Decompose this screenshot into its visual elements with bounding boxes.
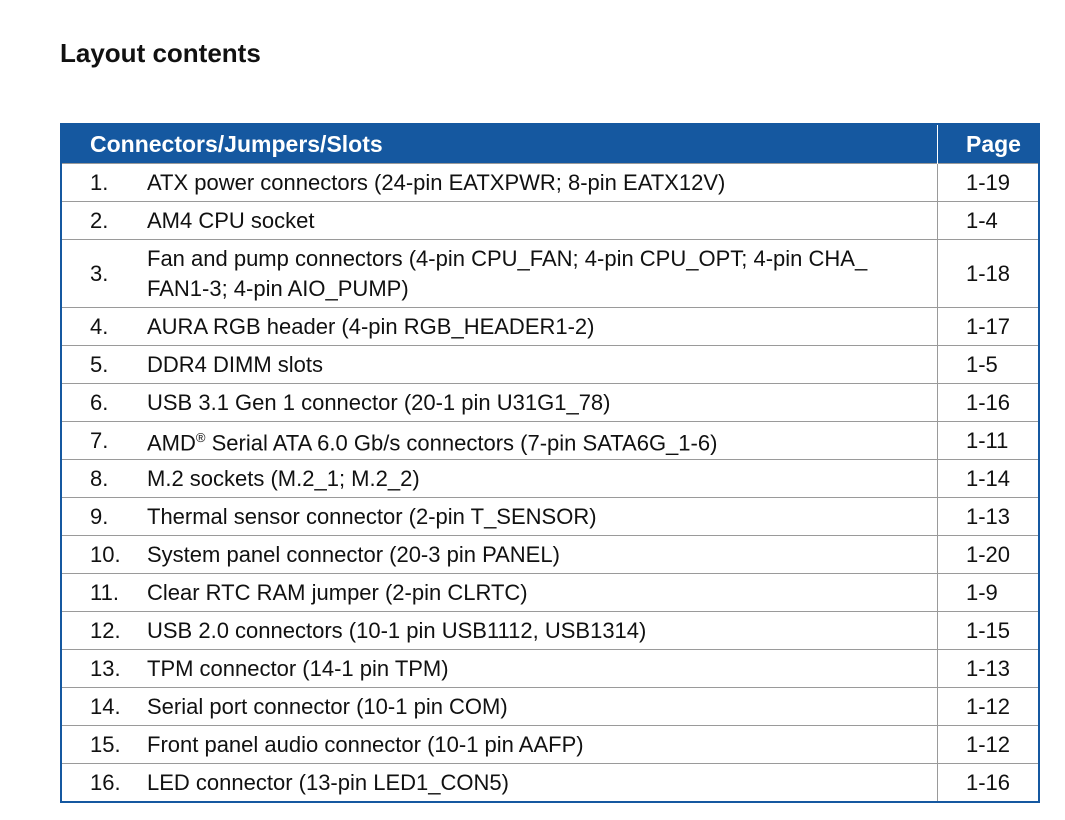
- row-page: 1-12: [937, 687, 1039, 726]
- row-page: 1-15: [937, 611, 1039, 650]
- table-row: 7. AMD® Serial ATA 6.0 Gb/s connectors (7…: [61, 421, 1039, 460]
- row-description: Front panel audio connector (10-1 pin AA…: [147, 725, 938, 764]
- row-description: Fan and pump connectors (4-pin CPU_FAN; …: [147, 239, 938, 308]
- row-number: 1.: [61, 163, 147, 202]
- header-connectors: Connectors/Jumpers/Slots: [61, 124, 938, 164]
- row-description: USB 3.1 Gen 1 connector (20-1 pin U31G1_…: [147, 383, 938, 422]
- row-description: M.2 sockets (M.2_1; M.2_2): [147, 459, 938, 498]
- row-description: Clear RTC RAM jumper (2-pin CLRTC): [147, 573, 938, 612]
- row-page: 1-20: [937, 535, 1039, 574]
- table-row: 1. ATX power connectors (24-pin EATXPWR; …: [61, 163, 1039, 202]
- table-row: 10. System panel connector (20-3 pin PANE…: [61, 535, 1039, 574]
- row-description: DDR4 DIMM slots: [147, 345, 938, 384]
- row-number: 14.: [61, 687, 147, 726]
- row-page: 1-19: [937, 163, 1039, 202]
- table-row: 11. Clear RTC RAM jumper (2-pin CLRTC) 1-9: [61, 573, 1039, 612]
- row-number: 10.: [61, 535, 147, 574]
- row-page: 1-13: [937, 649, 1039, 688]
- table-row: 3. Fan and pump connectors (4-pin CPU_FAN…: [61, 239, 1039, 308]
- row-number: 4.: [61, 307, 147, 346]
- row-number: 2.: [61, 201, 147, 240]
- table-row: 4. AURA RGB header (4-pin RGB_HEADER1-2) 1…: [61, 307, 1039, 346]
- row-description: AMD® Serial ATA 6.0 Gb/s connectors (7-p…: [147, 421, 938, 460]
- row-number: 13.: [61, 649, 147, 688]
- row-number: 12.: [61, 611, 147, 650]
- table-row: 15. Front panel audio connector (10-1 pin…: [61, 725, 1039, 764]
- table-row: 16. LED connector (13-pin LED1_CON5) 1-16: [61, 763, 1039, 802]
- row-page: 1-5: [937, 345, 1039, 384]
- row-description: ATX power connectors (24-pin EATXPWR; 8-…: [147, 163, 938, 202]
- row-number: 6.: [61, 383, 147, 422]
- row-page: 1-16: [937, 763, 1039, 802]
- row-number: 11.: [61, 573, 147, 612]
- row-page: 1-12: [937, 725, 1039, 764]
- row-number: 9.: [61, 497, 147, 536]
- row-description: AM4 CPU socket: [147, 201, 938, 240]
- row-description: USB 2.0 connectors (10-1 pin USB1112, US…: [147, 611, 938, 650]
- page-title: Layout contents: [60, 38, 261, 68]
- row-description: Serial port connector (10-1 pin COM): [147, 687, 938, 726]
- row-page: 1-11: [937, 421, 1039, 460]
- row-description: Thermal sensor connector (2-pin T_SENSOR…: [147, 497, 938, 536]
- row-description: TPM connector (14-1 pin TPM): [147, 649, 938, 688]
- header-page: Page: [937, 124, 1039, 164]
- description-part: Serial ATA 6.0 Gb/s connectors (7-pin SA…: [205, 430, 718, 456]
- row-number: 7.: [61, 421, 147, 460]
- table-row: 8. M.2 sockets (M.2_1; M.2_2) 1-14: [61, 459, 1039, 498]
- row-number: 8.: [61, 459, 147, 498]
- row-number: 3.: [61, 239, 147, 308]
- row-number: 16.: [61, 763, 147, 802]
- row-description: AURA RGB header (4-pin RGB_HEADER1-2): [147, 307, 938, 346]
- row-description: System panel connector (20-3 pin PANEL): [147, 535, 938, 574]
- registered-mark: ®: [195, 429, 206, 445]
- row-page: 1-16: [937, 383, 1039, 422]
- table-row: 13. TPM connector (14-1 pin TPM) 1-13: [61, 649, 1039, 688]
- row-page: 1-13: [937, 497, 1039, 536]
- table-row: 6. USB 3.1 Gen 1 connector (20-1 pin U31G…: [61, 383, 1039, 422]
- table-row: 5. DDR4 DIMM slots 1-5: [61, 345, 1039, 384]
- table-row: 2. AM4 CPU socket 1-4: [61, 201, 1039, 240]
- row-number: 5.: [61, 345, 147, 384]
- row-number: 15.: [61, 725, 147, 764]
- row-page: 1-9: [937, 573, 1039, 612]
- layout-contents-table: Connectors/Jumpers/Slots Page 1. ATX powe…: [60, 123, 1040, 803]
- table-row: 12. USB 2.0 connectors (10-1 pin USB1112,…: [61, 611, 1039, 650]
- table-row: 9. Thermal sensor connector (2-pin T_SENS…: [61, 497, 1039, 536]
- row-page: 1-17: [937, 307, 1039, 346]
- row-description: LED connector (13-pin LED1_CON5): [147, 763, 938, 802]
- row-page: 1-18: [937, 239, 1039, 308]
- table-row: 14. Serial port connector (10-1 pin COM) 1…: [61, 687, 1039, 726]
- row-page: 1-14: [937, 459, 1039, 498]
- row-page: 1-4: [937, 201, 1039, 240]
- description-part: AMD: [147, 430, 196, 456]
- table-header-row: Connectors/Jumpers/Slots Page: [61, 124, 1039, 164]
